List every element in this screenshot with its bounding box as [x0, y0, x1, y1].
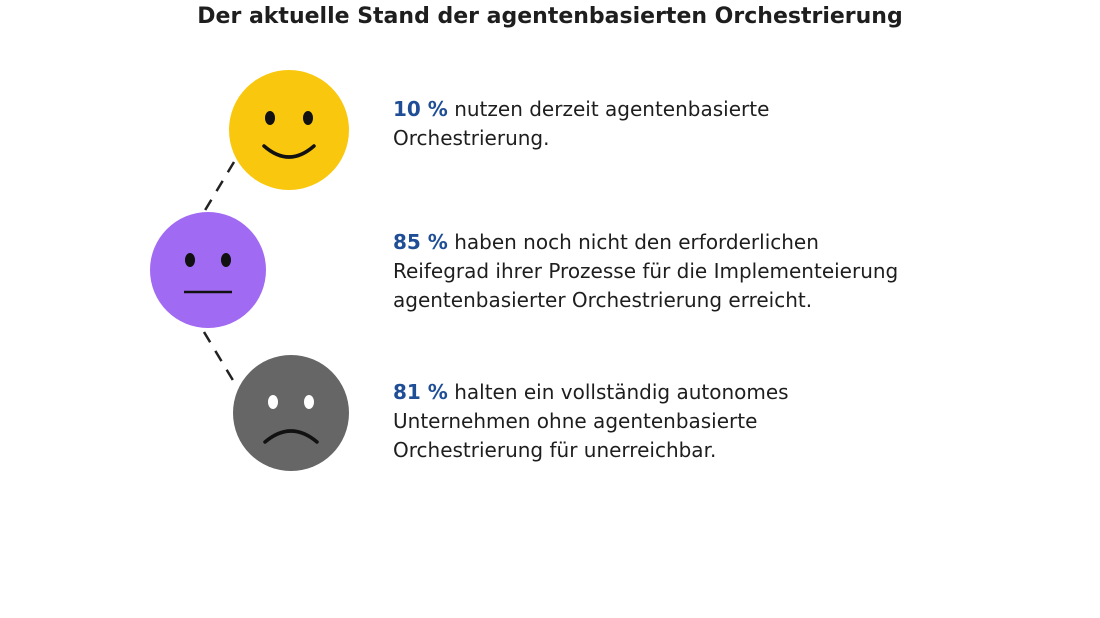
connector [202, 161, 236, 213]
statement-line: agentenbasierter Orchestrierung erreicht… [393, 286, 898, 315]
title: Der aktuelle Stand der agentenbasierten … [197, 4, 903, 29]
statement-line: Orchestrierung für unerreichbar. [393, 436, 789, 465]
neutral-face [150, 212, 266, 328]
text: Reifegrad ihrer Prozesse für die Impleme… [393, 259, 899, 283]
text: Orchestrierung. [393, 126, 550, 150]
text: agentenbasierter Orchestrierung erreicht… [393, 288, 813, 312]
text: Unternehmen ohne agentenbasierte [393, 409, 758, 433]
sad-face [233, 355, 349, 471]
text: halten ein vollständig autonomes [454, 380, 789, 404]
stat: 10 % [393, 97, 448, 121]
statement-line: 81 % halten ein vollständig autonomes [393, 378, 789, 407]
statement-line: 85 % haben noch nicht den erforderlichen [393, 228, 898, 257]
statement: 10 % nutzen derzeit agentenbasierte Orche… [393, 95, 769, 153]
statement-line: Reifegrad ihrer Prozesse für die Impleme… [393, 257, 898, 286]
text: haben noch nicht den erforderlichen [454, 230, 819, 254]
happy-face [229, 70, 349, 190]
statement-line: Unternehmen ohne agentenbasierte [393, 407, 789, 436]
connector [202, 331, 236, 383]
statement-line: 10 % nutzen derzeit agentenbasierte [393, 95, 769, 124]
stat: 85 % [393, 230, 448, 254]
text: nutzen derzeit agentenbasierte [454, 97, 770, 121]
stat: 81 % [393, 380, 448, 404]
statement: 81 % halten ein vollständig autonomes Unt… [393, 378, 789, 465]
statement: 85 % haben noch nicht den erforderlichen… [393, 228, 898, 315]
text: Orchestrierung für unerreichbar. [393, 438, 717, 462]
statement-line: Orchestrierung. [393, 124, 769, 153]
